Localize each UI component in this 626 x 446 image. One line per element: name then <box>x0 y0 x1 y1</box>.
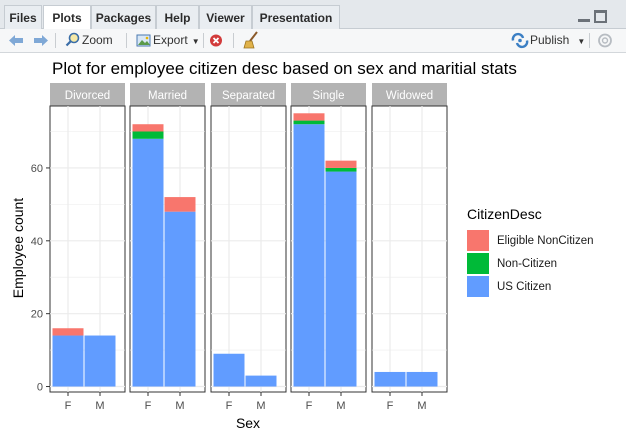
zoom-magnifier-icon <box>65 32 80 47</box>
facet-strip-label: Widowed <box>386 90 433 102</box>
x-tick-label: F <box>387 400 394 412</box>
bar-segment <box>325 160 357 168</box>
y-axis-label: Employee count <box>10 198 26 299</box>
chart-title: Plot for employee citizen desc based on … <box>52 59 517 78</box>
clear-all-broom-icon[interactable] <box>242 29 260 52</box>
y-tick-label: 60 <box>31 163 43 175</box>
bar-segment <box>132 138 164 387</box>
tab-viewer[interactable]: Viewer <box>199 5 252 29</box>
facet-panel <box>210 105 287 393</box>
legend-label-us-citizen: US Citizen <box>497 281 551 293</box>
tab-plots[interactable]: Plots <box>43 5 91 30</box>
facet-strip-label: Divorced <box>65 90 110 102</box>
tab-presentation[interactable]: Presentation <box>252 5 340 29</box>
y-tick-label: 20 <box>31 309 43 321</box>
legend-swatch-us-citizen <box>467 276 489 297</box>
legend-title: CitizenDesc <box>467 206 542 222</box>
x-tick-label: M <box>336 400 345 412</box>
bar-segment <box>293 120 325 125</box>
bar-segment <box>293 124 325 387</box>
bar-segment <box>213 353 245 387</box>
refresh-icon[interactable] <box>597 29 613 52</box>
toolbar-divider <box>126 33 127 48</box>
maximize-pane-icon[interactable] <box>594 10 607 23</box>
back-arrow-icon[interactable] <box>8 29 24 52</box>
export-button[interactable]: Export ▼ <box>135 29 200 52</box>
toolbar-divider <box>589 33 590 48</box>
x-tick-label: M <box>417 400 426 412</box>
remove-plot-icon[interactable] <box>209 29 223 52</box>
x-tick-label: F <box>226 400 233 412</box>
bar-segment <box>325 171 357 387</box>
export-dropdown-caret-icon: ▼ <box>191 37 200 46</box>
facet-strip-label: Separated <box>222 90 275 102</box>
minimize-pane-icon[interactable] <box>578 12 590 22</box>
bar-segment <box>52 335 84 387</box>
bar-segment <box>52 328 84 336</box>
bar-segment <box>164 211 196 387</box>
plots-toolbar: Zoom Export ▼ Publish ▼ <box>0 29 626 53</box>
facet-panel <box>371 105 448 393</box>
x-tick-label: M <box>175 400 184 412</box>
facet-strip-label: Single <box>313 90 345 102</box>
y-tick-label: 0 <box>37 382 43 394</box>
toolbar-divider <box>55 33 56 48</box>
facet-strip <box>211 83 286 106</box>
publish-label: Publish <box>530 33 570 47</box>
bar-segment <box>406 371 438 387</box>
bar-segment <box>84 335 116 387</box>
toolbar-divider <box>203 33 204 48</box>
legend-swatch-non-citizen <box>467 253 489 274</box>
legend-swatch-eligible-noncitizen <box>467 230 489 251</box>
zoom-button[interactable]: Zoom <box>64 29 113 52</box>
chart-title-text: Plot for employee citizen desc based on … <box>52 59 517 78</box>
legend-label-eligible-noncitizen: Eligible NonCitizen <box>497 235 594 247</box>
tab-files[interactable]: Files <box>4 5 42 29</box>
bar-segment <box>132 124 164 132</box>
facet-strip <box>130 83 205 106</box>
zoom-label: Zoom <box>82 33 113 47</box>
facet-strip <box>291 83 366 106</box>
facet-strip <box>50 83 125 106</box>
bar-segment <box>374 371 406 387</box>
x-tick-label: M <box>95 400 104 412</box>
pane-tab-bar: Files Plots Packages Help Viewer Present… <box>0 0 626 30</box>
y-tick-label: 40 <box>31 236 43 248</box>
legend-label-non-citizen: Non-Citizen <box>497 258 557 270</box>
x-tick-label: M <box>256 400 265 412</box>
legend: CitizenDesc Eligible NonCitizen Non-Citi… <box>467 206 594 297</box>
bar-segment <box>164 197 196 212</box>
bar-segment <box>132 131 164 139</box>
x-tick-label: F <box>65 400 72 412</box>
toolbar-divider <box>233 33 234 48</box>
export-label: Export <box>153 33 188 47</box>
publish-button[interactable]: Publish ▼ <box>510 29 585 52</box>
plot-canvas: 0 20 40 60 Divorced F M Married F M Separated F M Sin… <box>10 59 594 431</box>
x-tick-label: F <box>145 400 152 412</box>
faceted-bar-chart: 0 20 40 60 Divorced F M Married F M Separated F M Sin… <box>31 83 448 412</box>
publish-dropdown-caret-icon: ▼ <box>577 37 586 46</box>
forward-arrow-icon[interactable] <box>33 29 49 52</box>
bar-segment <box>325 167 357 172</box>
tab-help[interactable]: Help <box>156 5 199 29</box>
x-axis-label: Sex <box>236 415 260 431</box>
bar-segment <box>293 113 325 121</box>
facet-strip <box>372 83 447 106</box>
export-image-icon <box>136 34 151 47</box>
tab-packages[interactable]: Packages <box>91 5 156 29</box>
bar-segment <box>245 375 277 387</box>
publish-icon <box>511 32 529 49</box>
facet-strip-label: Married <box>148 90 187 102</box>
x-tick-label: F <box>306 400 313 412</box>
